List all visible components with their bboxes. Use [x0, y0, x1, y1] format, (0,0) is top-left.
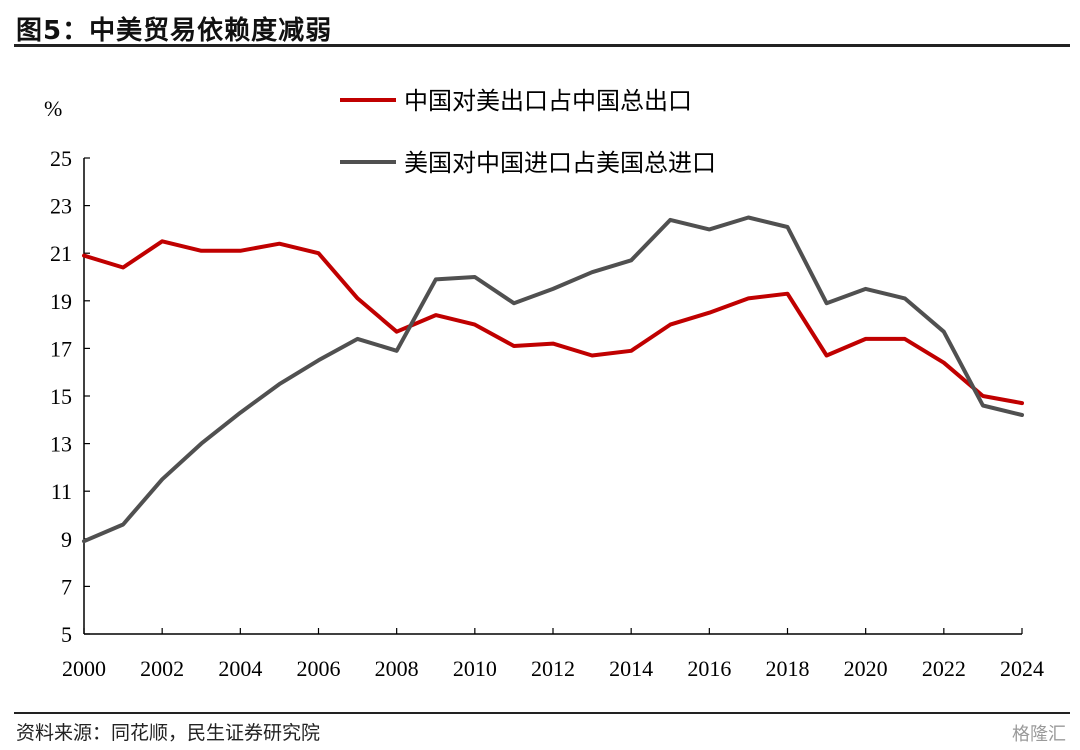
x-tick-label: 2024 [1000, 656, 1044, 681]
x-tick-label: 2010 [453, 656, 497, 681]
y-tick-label: 11 [51, 479, 72, 504]
y-tick-label: 23 [50, 194, 72, 219]
line-chart: % 5 7 9 11 13 15 17 19 21 23 25 2000 2002 2004 2006 200… [44, 87, 1044, 681]
footer-divider [14, 712, 1070, 714]
x-tick-label: 2018 [766, 656, 810, 681]
chart-axes: 5 7 9 11 13 15 17 19 21 23 25 2000 2002 2004 2006 2008 2… [50, 146, 1044, 681]
x-tick-label: 2002 [140, 656, 184, 681]
source-note: 资料来源：同花顺，民生证券研究院 [16, 722, 321, 744]
legend-label-1: 中国对美出口占中国总出口 [404, 87, 692, 115]
x-tick-label: 2006 [297, 656, 341, 681]
series-line-2 [82, 215, 1024, 544]
x-tick-label: 2016 [687, 656, 731, 681]
x-tick-label: 2004 [218, 656, 262, 681]
legend-label-2: 美国对中国进口占美国总进口 [404, 149, 716, 177]
y-tick-label: 19 [50, 289, 72, 314]
y-tick-label: 25 [50, 146, 72, 171]
watermark-logo: 格隆汇 [1012, 724, 1066, 745]
title-divider [14, 44, 1070, 47]
y-tick-label: 21 [50, 241, 72, 266]
x-tick-label: 2008 [375, 656, 419, 681]
x-tick-label: 2012 [531, 656, 575, 681]
x-tick-label: 2022 [922, 656, 966, 681]
y-axis-unit-label: % [44, 96, 62, 121]
y-tick-label: 5 [61, 622, 72, 647]
x-tick-label: 2020 [844, 656, 888, 681]
y-tick-label: 17 [50, 336, 72, 361]
y-tick-label: 7 [61, 574, 72, 599]
series-layer [82, 215, 1024, 544]
series-line-1 [82, 239, 1024, 406]
x-tick-label: 2014 [609, 656, 653, 681]
chart-title: 图5：中美贸易依赖度减弱 [16, 16, 333, 46]
y-tick-label: 13 [50, 432, 72, 457]
x-tick-label: 2000 [62, 656, 106, 681]
y-tick-label: 15 [50, 384, 72, 409]
y-tick-label: 9 [61, 527, 72, 552]
